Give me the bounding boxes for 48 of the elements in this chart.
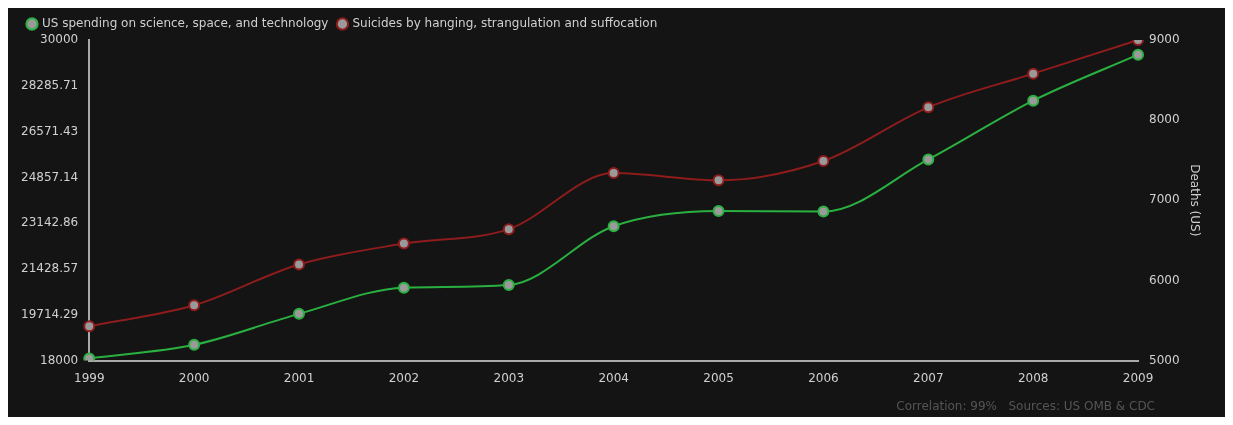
point (293, 258, 306, 271)
y-tick-label: 26571.43 (20, 123, 79, 138)
y-tick-label: 21428.57 (20, 261, 79, 276)
point (922, 101, 935, 114)
point (922, 153, 935, 166)
x-tick-label: 2001 (283, 370, 315, 385)
y-tick-label: 23142.86 (20, 215, 79, 230)
point (1027, 94, 1040, 107)
y2-tick-label: 5000 (1149, 352, 1180, 367)
point (1027, 67, 1040, 80)
point (712, 174, 725, 187)
x-tick-label: 2009 (1122, 370, 1154, 385)
x-tick-label: 2007 (913, 370, 944, 385)
y-tick-label: 19714.29 (20, 306, 79, 321)
point (817, 205, 830, 218)
point (188, 299, 201, 312)
y2-tick-label: 7000 (1149, 192, 1180, 207)
point (607, 167, 620, 180)
x-tick-label: 2000 (178, 370, 210, 385)
x-tick-label: 2008 (1017, 370, 1049, 385)
point (1132, 48, 1145, 61)
x-tick-label: 2005 (703, 370, 734, 385)
point (817, 155, 830, 168)
y-tick-label: 30000 (40, 32, 79, 47)
y-tick-label: 28285.71 (20, 77, 79, 92)
x-tick-label: 2004 (598, 370, 629, 385)
x-tick-label: 2003 (493, 370, 525, 385)
point (502, 223, 515, 236)
point (502, 278, 515, 291)
point (188, 338, 201, 351)
y2-axis-title: Deaths (US) (1187, 164, 1202, 237)
point (712, 204, 725, 217)
point (607, 220, 620, 233)
x-tick-label: 2006 (808, 370, 839, 385)
point (293, 307, 306, 320)
y2-tick-label: 6000 (1149, 272, 1180, 287)
point (83, 320, 96, 333)
x-tick-label: 1999 (73, 370, 105, 385)
point (397, 237, 410, 250)
legend-label: US spending on science, space, and technology (42, 16, 329, 31)
y-tick-label: 24857.14 (20, 169, 79, 184)
text: Correlation: 99% Sources: US OMB & CDC (896, 399, 1155, 414)
x-tick-label: 2002 (388, 370, 420, 385)
y-tick-label: 18000 (40, 352, 79, 367)
y2-tick-label: 9000 (1149, 32, 1180, 47)
legend-label: Suicides by hanging, strangulation and suffocation (352, 16, 658, 31)
point (397, 281, 410, 294)
y2-tick-label: 8000 (1149, 112, 1180, 127)
